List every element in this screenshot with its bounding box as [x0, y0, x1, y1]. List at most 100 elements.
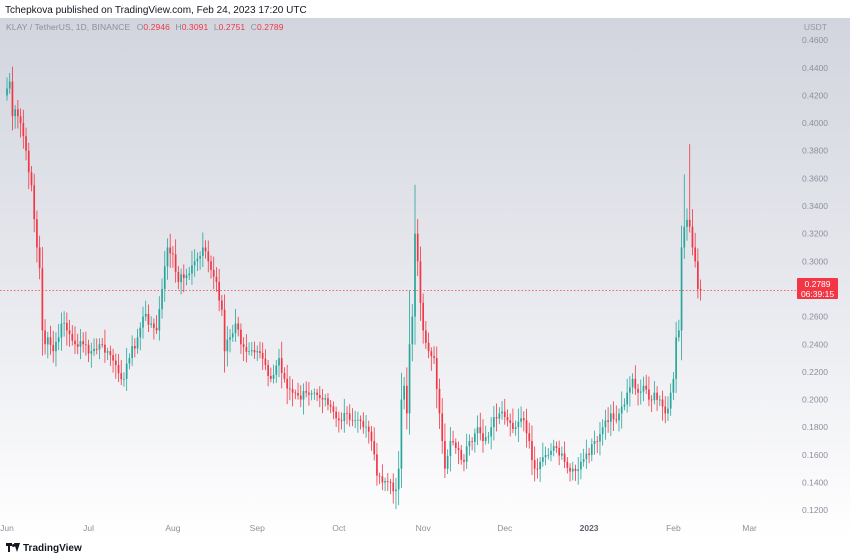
- candle-body: [656, 392, 658, 400]
- candle-body: [626, 392, 629, 405]
- candle-body: [354, 420, 357, 422]
- candle-body: [631, 378, 634, 388]
- candle-body: [365, 426, 367, 428]
- candle-body: [128, 358, 131, 364]
- candle-body: [174, 254, 177, 272]
- candle-body: [677, 330, 680, 338]
- candle-body: [571, 468, 574, 472]
- candle-body: [550, 450, 552, 455]
- candle-body: [291, 389, 294, 393]
- chart-panel[interactable]: 0.1200 0.1400 0.1600 0.1800 0.2000 0.2200 0.24…: [0, 18, 850, 538]
- candle-body: [6, 88, 8, 96]
- candle-body: [14, 109, 17, 117]
- candle-body: [590, 444, 593, 455]
- candle-body: [697, 261, 699, 289]
- candle-body: [680, 247, 683, 331]
- candle-body: [601, 427, 604, 435]
- candle-body: [310, 393, 313, 395]
- candle-body: [144, 313, 147, 317]
- candle-body: [694, 247, 697, 262]
- time-axis-tick-label: Jun: [0, 523, 14, 533]
- candle-body: [30, 172, 33, 186]
- last-price-value: 0.2789: [804, 279, 831, 289]
- candle-body: [283, 372, 286, 379]
- candle-body: [435, 358, 438, 389]
- candle-body: [468, 441, 471, 447]
- candle-body: [155, 327, 158, 331]
- candle-body: [256, 351, 259, 353]
- candle-body: [501, 411, 503, 414]
- candle-body: [297, 392, 299, 396]
- price-axis-tick-label: 0.3800: [802, 146, 828, 156]
- candle-body: [691, 226, 694, 248]
- candle-body: [484, 437, 487, 442]
- price-axis-tick-label: 0.1400: [802, 478, 828, 488]
- candle-body: [299, 395, 302, 400]
- candle-body: [191, 265, 193, 274]
- candle-body: [272, 374, 275, 379]
- candle-body: [158, 309, 161, 331]
- candle-body: [36, 219, 38, 248]
- candle-body: [90, 351, 93, 354]
- candle-body: [163, 266, 166, 289]
- candle-body: [577, 469, 580, 472]
- candle-body: [362, 420, 365, 428]
- candle-body: [125, 363, 128, 379]
- tradingview-logo-icon: [6, 543, 20, 553]
- candle-body: [85, 344, 87, 346]
- candle-body: [316, 392, 318, 396]
- candle-body: [318, 395, 321, 398]
- candle-body: [446, 456, 449, 469]
- candle-body: [419, 261, 422, 303]
- candle-body: [441, 413, 444, 442]
- last-price-tag: 0.2789 06:39:15: [797, 278, 838, 299]
- candle-body: [675, 337, 677, 379]
- close-label: C: [250, 22, 257, 32]
- candle-body: [253, 350, 256, 353]
- time-axis-tick-label: Mar: [742, 523, 757, 533]
- time-axis-tick-label: Nov: [416, 523, 432, 533]
- candle-body: [623, 404, 626, 407]
- candle-body: [123, 378, 125, 380]
- candle-body: [302, 391, 305, 400]
- candle-body: [699, 288, 702, 291]
- candle-body: [267, 365, 269, 376]
- candle-body: [332, 406, 335, 412]
- candle-body: [98, 344, 101, 350]
- candle-body: [87, 344, 90, 354]
- candle-body: [427, 342, 430, 352]
- candle-body: [547, 454, 550, 456]
- candle-body: [389, 481, 392, 483]
- candle-body: [221, 300, 223, 310]
- candle-body: [201, 247, 204, 256]
- candle-body: [180, 274, 182, 283]
- candle-body: [658, 399, 661, 401]
- candlestick-plot[interactable]: 0.1200 0.1400 0.1600 0.1800 0.2000 0.2200 0.24…: [0, 18, 850, 538]
- candle-body: [463, 459, 465, 462]
- candle-body: [503, 411, 506, 418]
- candle-body: [471, 441, 473, 442]
- price-axis-tick-label: 0.4000: [802, 118, 828, 128]
- price-axis-tick-label: 0.2000: [802, 395, 828, 405]
- candle-body: [580, 461, 582, 470]
- candle-body: [629, 387, 631, 393]
- time-axis-tick-label: 2023: [580, 523, 599, 533]
- candle-body: [269, 375, 272, 379]
- candle-body: [240, 329, 242, 345]
- candle-body: [104, 344, 106, 353]
- candle-body: [234, 323, 237, 334]
- candle-body: [177, 271, 180, 283]
- candle-body: [60, 323, 63, 338]
- candle-body: [457, 447, 460, 450]
- candle-body: [210, 261, 212, 270]
- candle-body: [400, 399, 403, 469]
- candle-body: [346, 413, 348, 414]
- candle-body: [313, 392, 316, 394]
- candle-body: [231, 333, 234, 338]
- candle-body: [669, 392, 672, 409]
- candle-body: [248, 351, 250, 352]
- candle-body: [150, 323, 153, 325]
- candle-body: [460, 449, 463, 460]
- candle-body: [63, 322, 65, 324]
- candle-body: [133, 345, 136, 349]
